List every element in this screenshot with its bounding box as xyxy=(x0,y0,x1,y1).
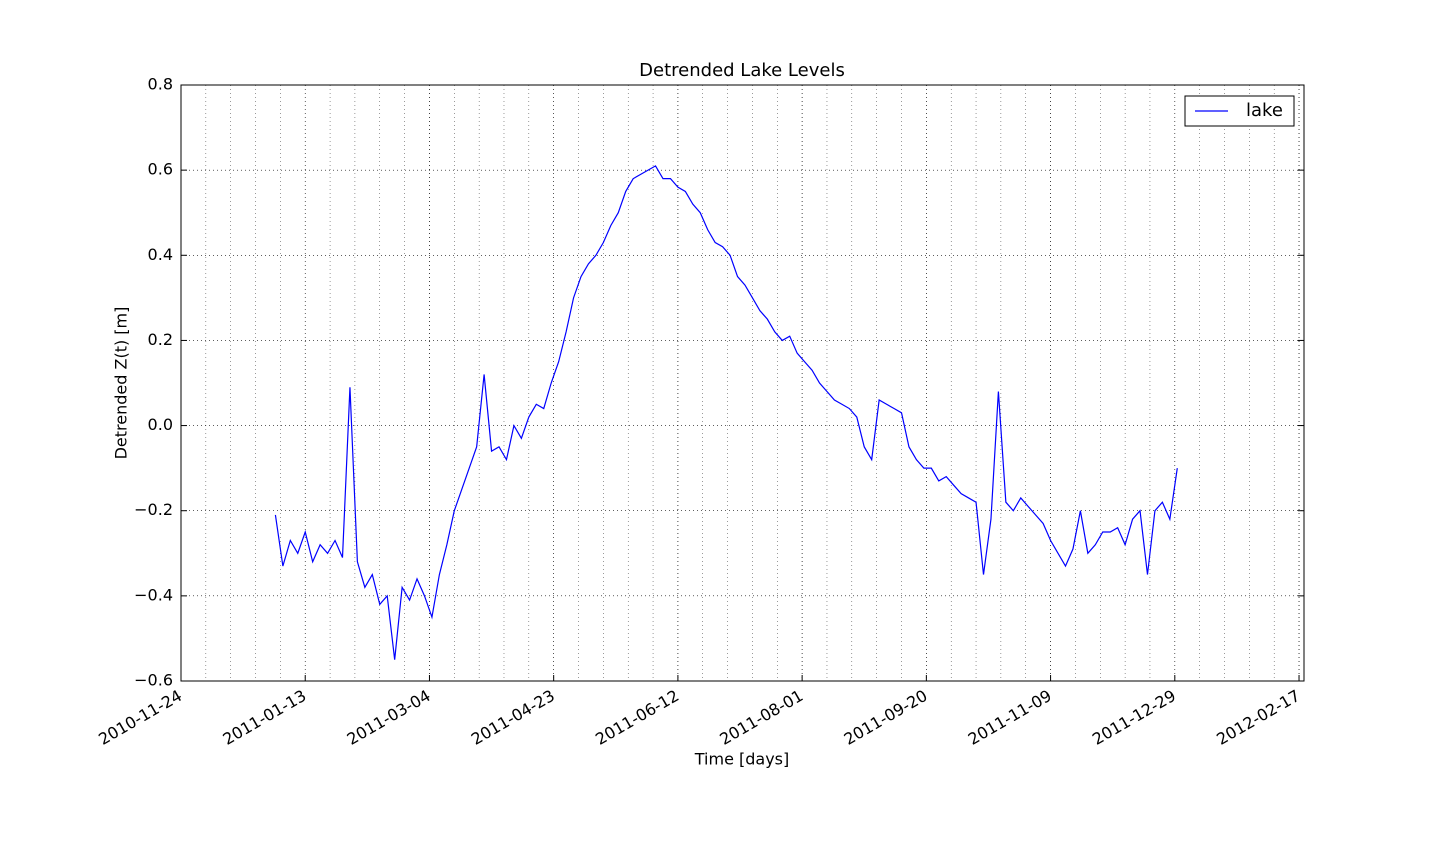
x-tick-label: 2011-04-23 xyxy=(468,686,558,749)
x-tick-label: 2011-08-01 xyxy=(716,686,806,749)
plot-frame xyxy=(180,84,1305,682)
x-tick-label: 2011-11-09 xyxy=(965,686,1055,749)
y-tick-label: −0.4 xyxy=(134,585,173,604)
x-tick-label: 2010-11-24 xyxy=(95,686,185,749)
y-tick-label: 0.2 xyxy=(148,330,173,349)
chart-title: Detrended Lake Levels xyxy=(639,60,845,81)
y-tick-label: 0.0 xyxy=(148,415,173,434)
y-tick-label: 0.6 xyxy=(148,160,173,179)
y-tick-label: −0.2 xyxy=(134,500,173,519)
x-tick-label: 2011-03-04 xyxy=(344,686,434,749)
x-tick-label: 2012-02-17 xyxy=(1213,686,1303,749)
y-axis-label: Detrended Z(t) [m] xyxy=(112,307,131,460)
x-axis-label: Time [days] xyxy=(694,750,790,769)
legend-label: lake xyxy=(1246,100,1283,121)
y-tick-label: 0.4 xyxy=(148,245,173,264)
legend: lake xyxy=(1184,95,1295,127)
x-tick-label: 2011-01-13 xyxy=(219,686,309,749)
y-tick-label: −0.6 xyxy=(134,671,173,690)
x-tick-label: 2011-12-29 xyxy=(1089,686,1179,749)
y-tick-label: 0.8 xyxy=(148,75,173,94)
x-tick-label: 2011-09-20 xyxy=(841,686,931,749)
x-tick-label: 2011-06-12 xyxy=(592,686,682,749)
data-line xyxy=(274,165,1178,660)
